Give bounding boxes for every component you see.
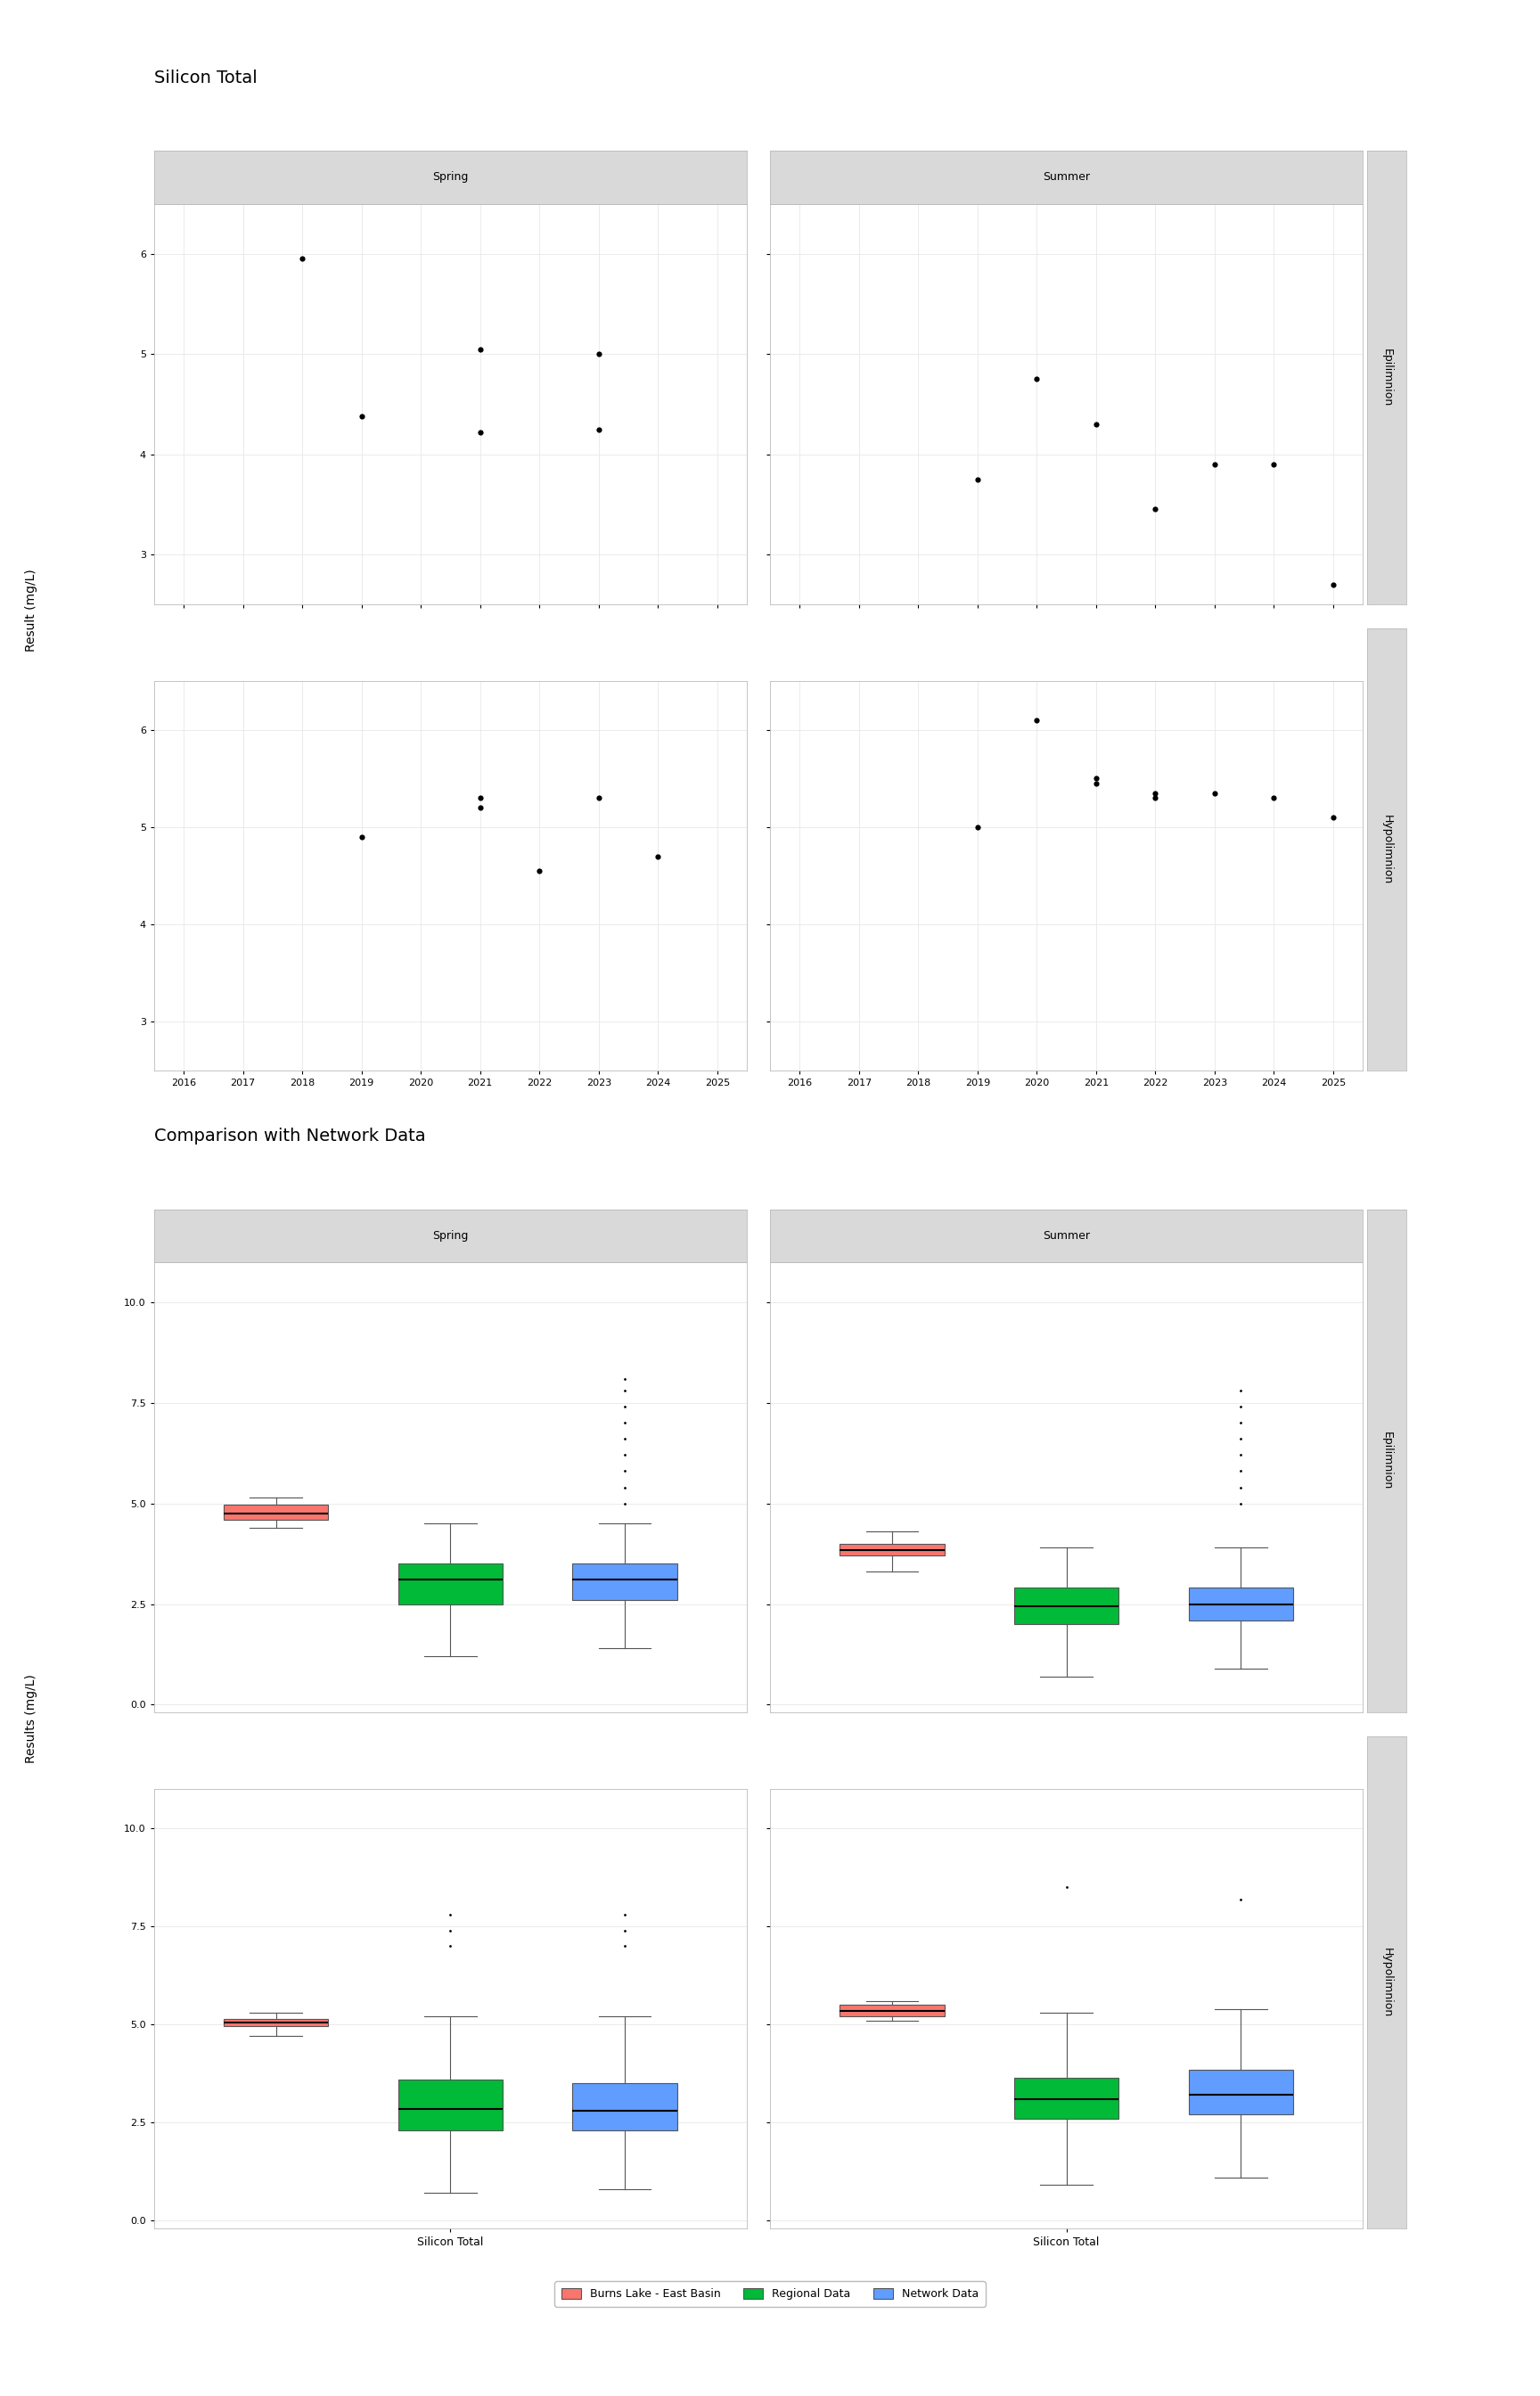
Point bbox=[1143, 779, 1167, 817]
Point bbox=[587, 410, 611, 448]
Point bbox=[587, 335, 611, 374]
PathPatch shape bbox=[573, 1565, 678, 1601]
Text: Spring: Spring bbox=[433, 1229, 468, 1241]
Point bbox=[1024, 359, 1049, 398]
Point bbox=[966, 807, 990, 846]
Point bbox=[468, 331, 493, 369]
Point bbox=[1261, 446, 1286, 484]
PathPatch shape bbox=[1189, 1589, 1294, 1620]
Point bbox=[468, 788, 493, 827]
PathPatch shape bbox=[223, 1505, 328, 1519]
Text: Comparison with Network Data: Comparison with Network Data bbox=[154, 1129, 425, 1145]
Point bbox=[468, 779, 493, 817]
Point bbox=[966, 460, 990, 498]
Point bbox=[468, 412, 493, 450]
Point bbox=[1143, 774, 1167, 812]
Point bbox=[1084, 405, 1109, 443]
PathPatch shape bbox=[399, 2080, 502, 2130]
PathPatch shape bbox=[1015, 1589, 1118, 1624]
Point bbox=[1203, 446, 1227, 484]
Point bbox=[527, 851, 551, 889]
Text: Summer: Summer bbox=[1043, 1229, 1090, 1241]
Text: Summer: Summer bbox=[1043, 173, 1090, 182]
PathPatch shape bbox=[399, 1565, 502, 1603]
Legend: Burns Lake - East Basin, Regional Data, Network Data: Burns Lake - East Basin, Regional Data, … bbox=[554, 2281, 986, 2307]
Text: Hypolimnion: Hypolimnion bbox=[1381, 1948, 1392, 2017]
Point bbox=[1143, 491, 1167, 530]
Point bbox=[1321, 565, 1346, 604]
Point bbox=[1084, 760, 1109, 798]
PathPatch shape bbox=[1189, 2070, 1294, 2116]
Text: Results (mg/L): Results (mg/L) bbox=[25, 1675, 37, 1763]
Point bbox=[350, 817, 374, 855]
Text: Hypolimnion: Hypolimnion bbox=[1381, 815, 1392, 884]
Point bbox=[350, 398, 374, 436]
Text: Spring: Spring bbox=[433, 173, 468, 182]
PathPatch shape bbox=[1015, 2077, 1118, 2118]
PathPatch shape bbox=[839, 1543, 944, 1555]
Text: Result (mg/L): Result (mg/L) bbox=[25, 570, 37, 652]
Point bbox=[290, 240, 314, 278]
Text: Epilimnion: Epilimnion bbox=[1381, 1433, 1392, 1490]
Text: Epilimnion: Epilimnion bbox=[1381, 350, 1392, 407]
PathPatch shape bbox=[839, 2005, 944, 2017]
Point bbox=[1261, 779, 1286, 817]
PathPatch shape bbox=[223, 2020, 328, 2027]
Point bbox=[587, 779, 611, 817]
Point bbox=[645, 836, 670, 875]
Point bbox=[1024, 702, 1049, 740]
Point bbox=[1203, 774, 1227, 812]
PathPatch shape bbox=[573, 2082, 678, 2130]
Text: Silicon Total: Silicon Total bbox=[154, 69, 257, 86]
Point bbox=[1321, 798, 1346, 836]
Point bbox=[1084, 764, 1109, 803]
